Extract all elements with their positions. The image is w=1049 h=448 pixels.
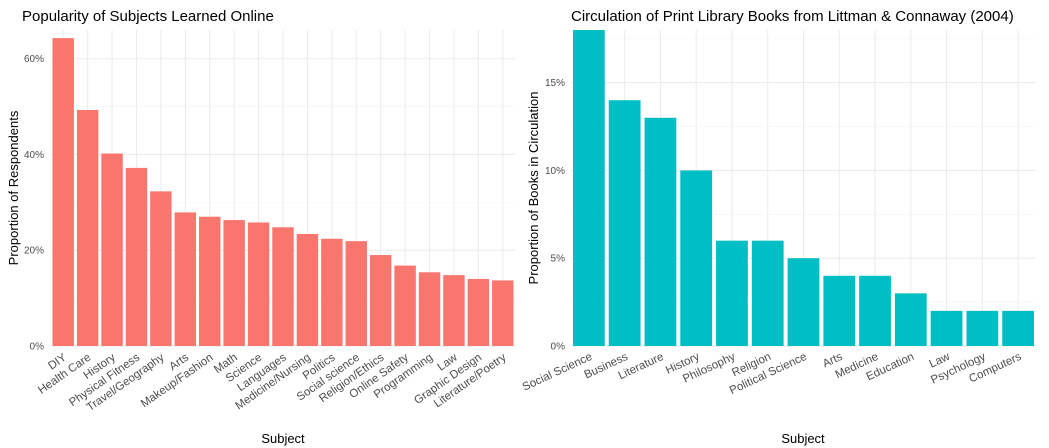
y-tick-label: 5%: [551, 254, 566, 265]
chart-2: 0%5%10%15%Social ScienceBusinessLiteratu…: [521, 8, 1036, 446]
bar: [101, 153, 123, 346]
chart-title: Popularity of Subjects Learned Online: [22, 8, 274, 25]
bar: [1002, 310, 1034, 346]
y-tick-label: 0%: [30, 342, 45, 353]
bar: [608, 100, 641, 346]
bar: [394, 265, 416, 346]
bar: [966, 310, 999, 346]
chart-title: Circulation of Print Library Books from …: [571, 8, 1014, 25]
bar: [369, 255, 392, 346]
y-tick-label: 40%: [24, 150, 44, 161]
bar: [125, 167, 148, 346]
y-axis-title: Proportion of Books in Circulation: [526, 92, 541, 285]
bar: [247, 222, 270, 346]
x-axis-title: Subject: [261, 431, 305, 446]
bar: [573, 30, 605, 346]
y-tick-label: 0%: [551, 342, 566, 353]
bar: [272, 227, 294, 346]
bar: [76, 109, 99, 346]
bar: [859, 275, 891, 346]
bar: [174, 212, 197, 346]
bar: [467, 278, 490, 346]
bar: [680, 170, 713, 346]
bar: [716, 240, 748, 346]
y-tick-label: 10%: [545, 166, 565, 177]
bar: [321, 238, 343, 346]
y-axis-title: Proportion of Respondents: [6, 110, 21, 265]
bar: [894, 293, 927, 346]
bar: [52, 38, 74, 346]
bar: [223, 220, 245, 346]
y-tick-label: 20%: [24, 246, 44, 257]
bar: [296, 233, 319, 346]
bar: [492, 280, 514, 346]
bar: [418, 272, 441, 346]
bar: [930, 310, 963, 346]
y-tick-label: 15%: [545, 78, 565, 89]
bar: [199, 216, 221, 346]
bar: [345, 241, 367, 346]
bar: [823, 275, 856, 346]
bar: [150, 191, 172, 346]
x-axis-title: Subject: [781, 431, 825, 446]
bar: [751, 240, 784, 346]
y-tick-label: 60%: [24, 54, 44, 65]
bar: [443, 275, 465, 346]
bar: [787, 258, 820, 346]
bar: [644, 117, 677, 347]
